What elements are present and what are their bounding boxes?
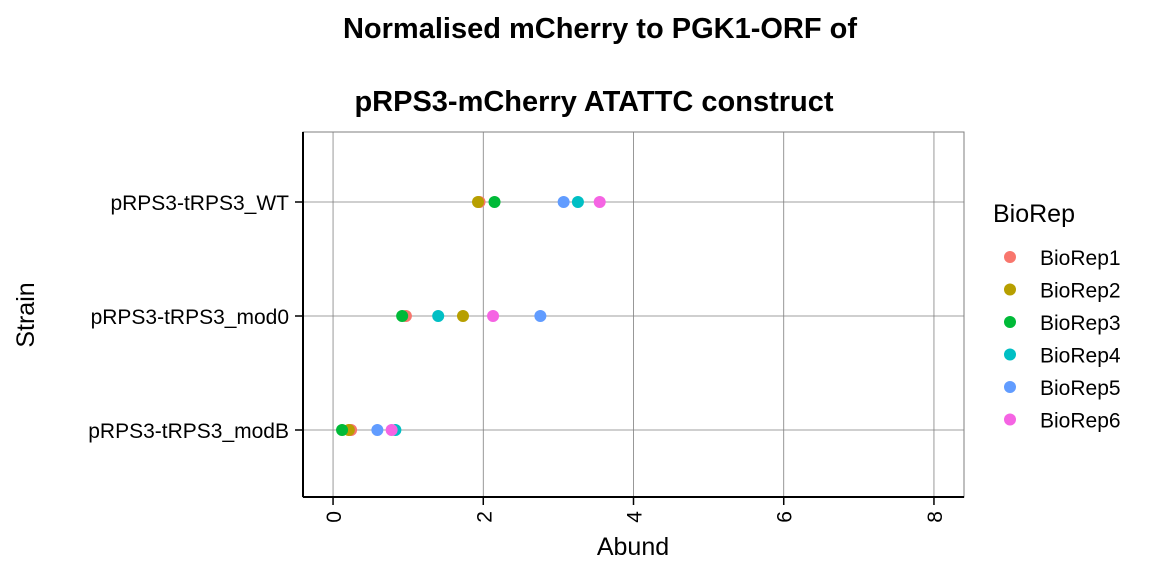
data-point-biorep3 — [396, 310, 409, 322]
data-point-biorep6 — [593, 196, 606, 208]
x-tick-label: 4 — [624, 511, 647, 523]
legend-key-biorep2 — [1004, 283, 1016, 296]
legend-key-biorep1 — [1004, 251, 1016, 263]
chart-title-line-1: Normalised mCherry to PGK1-ORF of — [343, 13, 857, 45]
legend-label-biorep5: BioRep5 — [1040, 377, 1121, 400]
legend-key-biorep4 — [1004, 348, 1016, 361]
data-point-biorep2 — [472, 196, 485, 208]
legend-label-biorep6: BioRep6 — [1040, 410, 1121, 433]
chart-title: Normalised mCherry to PGK1-ORF of pRPS3-… — [343, 13, 857, 118]
data-point-biorep2 — [456, 310, 469, 322]
legend-key-biorep6 — [1004, 413, 1016, 426]
y-tick-label: pRPS3-tRPS3_modB — [88, 420, 289, 443]
data-points — [336, 196, 606, 436]
x-tick-label: 2 — [473, 511, 496, 523]
x-tick-label: 8 — [924, 511, 947, 523]
data-point-biorep3 — [488, 196, 501, 208]
legend-label-biorep4: BioRep4 — [1040, 345, 1121, 368]
data-point-biorep3 — [336, 424, 349, 436]
y-tick-label: pRPS3-tRPS3_mod0 — [91, 306, 289, 329]
x-axis-title: Abund — [597, 533, 669, 561]
legend-label-biorep1: BioRep1 — [1040, 247, 1121, 270]
x-tick-label: 0 — [323, 511, 346, 523]
data-point-biorep6 — [487, 310, 500, 322]
data-point-biorep5 — [534, 310, 547, 322]
grid-lines — [303, 132, 964, 497]
y-axis-ticks: pRPS3-tRPS3_WT pRPS3-tRPS3_mod0 pRPS3-tRPS… — [88, 192, 303, 443]
data-point-biorep4 — [432, 310, 445, 322]
data-point-biorep5 — [371, 424, 384, 436]
legend: BioRep BioRep1BioRep2BioRep3BioRep4BioRe… — [993, 200, 1121, 433]
data-point-biorep5 — [557, 196, 570, 208]
legend-label-biorep2: BioRep2 — [1040, 280, 1121, 303]
data-point-biorep4 — [571, 196, 584, 208]
x-tick-label: 6 — [774, 511, 797, 523]
y-tick-label: pRPS3-tRPS3_WT — [110, 192, 289, 215]
y-axis-title: Strain — [12, 282, 40, 347]
legend-label-biorep3: BioRep3 — [1040, 312, 1121, 335]
legend-items: BioRep1 BioRep2 BioRep3 BioRep4 BioRep5 BioRe… — [1004, 247, 1121, 433]
chart-title-line-2: pRPS3-mCherry ATATTC construct — [354, 86, 833, 118]
x-axis-ticks: 0 2 4 6 8 — [323, 497, 947, 523]
legend-title: BioRep — [993, 200, 1075, 228]
legend-key-biorep5 — [1004, 381, 1016, 393]
data-point-biorep6 — [385, 424, 398, 436]
legend-key-biorep3 — [1004, 316, 1016, 328]
